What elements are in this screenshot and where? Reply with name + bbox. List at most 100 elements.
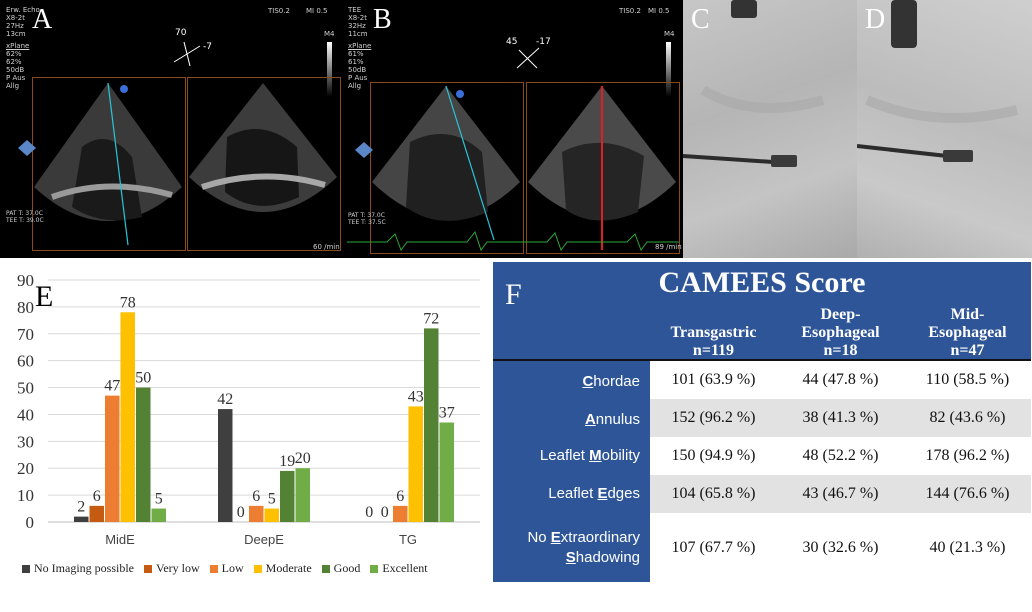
y-tick-label: 20 — [17, 459, 34, 478]
header-divider — [493, 359, 1031, 361]
legend-item: No Imaging possible — [22, 561, 134, 576]
panel-b-angle-secondary: -17 — [536, 37, 551, 47]
row-label-chordae: Chordae — [493, 372, 640, 392]
x-category-label: DeepE — [244, 532, 284, 547]
column-header-line: n=18 — [823, 342, 858, 359]
row-key-letter: S — [565, 549, 576, 566]
table-cell: 178 (96.2 %) — [925, 447, 1010, 464]
row-label-no-extraordinary-shadowing: No Extraordinary Shadowing — [493, 528, 640, 568]
legend-swatch — [321, 564, 330, 573]
column-header-line: Esophageal — [928, 324, 1007, 341]
panel-b-right-sector — [528, 86, 676, 250]
panel-b-plane-indicator-icon — [516, 47, 540, 69]
data-label: 78 — [120, 294, 136, 311]
legend-item: Good — [321, 561, 361, 576]
panel-b-left-frame — [370, 82, 524, 254]
data-label: 6 — [252, 488, 260, 505]
table-cell: 82 (43.6 %) — [929, 409, 1006, 426]
table-cell: 144 (76.6 %) — [925, 485, 1010, 502]
panel-d-fluoroscopy-image: D — [857, 0, 1032, 258]
bar — [295, 468, 310, 522]
row-label-text: hordae — [593, 373, 640, 390]
table-cell: 107 (67.7 %) — [671, 538, 756, 556]
panel-a-mi: MI 0.5 — [306, 7, 328, 15]
panel-b-letter: B — [373, 4, 392, 35]
table-cell: 30 (32.6 %) — [802, 538, 879, 556]
y-tick-label: 10 — [17, 486, 34, 505]
panel-c-device — [683, 0, 825, 167]
row-key-letter: M — [589, 447, 602, 464]
row-label-text: No — [527, 529, 551, 546]
row-label-text: obility — [601, 447, 640, 464]
legend-label: Good — [333, 561, 361, 575]
bar — [105, 395, 120, 522]
table-row: 152 (96.2 %) 38 (41.3 %) 82 (43.6 %) — [650, 399, 1031, 437]
table-cell: 101 (63.9 %) — [671, 371, 756, 388]
data-label: 0 — [365, 504, 373, 521]
table-cell: 40 (21.3 %) — [929, 538, 1006, 556]
panel-b-echo-image: B TEE X8-2t 32Hz 11cm xPlane 61% 61% 50d… — [343, 0, 683, 258]
bar — [408, 406, 423, 522]
legend-swatch — [144, 564, 152, 573]
row-label-leaflet-mobility: Leaflet Mobility — [493, 446, 640, 466]
data-label: 19 — [279, 453, 295, 470]
row-label-text: xtraordinary — [560, 529, 640, 546]
panel-b-heart-rate: 89 /min — [655, 243, 682, 251]
panel-b-settings: 61% 61% 50dB P Aus Allg — [348, 50, 368, 90]
panel-b-mi: MI 0.5 — [648, 7, 670, 15]
bar — [74, 516, 89, 522]
panel-b-m4: M4 — [664, 30, 675, 38]
bar — [424, 328, 439, 522]
table-row: 104 (65.8 %) 43 (46.7 %) 144 (76.6 %) — [650, 475, 1031, 513]
bar — [280, 470, 295, 522]
table-cell: 150 (94.9 %) — [671, 447, 756, 464]
bar — [249, 505, 264, 522]
data-label: 6 — [396, 488, 404, 505]
panel-a-letter: A — [32, 4, 53, 35]
x-category-label: TG — [399, 532, 417, 547]
panel-b-angle-primary: 45 — [506, 37, 518, 47]
row-label-text: hadowing — [575, 549, 640, 566]
data-label: 20 — [295, 450, 311, 467]
row-label-text: nnulus — [595, 411, 640, 428]
panel-a-m4: M4 — [324, 30, 335, 38]
data-label: 6 — [93, 488, 101, 505]
panel-a-right-sector — [189, 83, 337, 212]
column-header-line: n=47 — [950, 342, 985, 359]
bar — [264, 508, 279, 522]
panel-a-grayscale-bar — [327, 42, 332, 97]
panel-a-temperature: PAT T: 37.0C TEE T: 39.0C — [6, 210, 44, 224]
row-key-letter: A — [584, 411, 596, 428]
data-label: 5 — [268, 491, 276, 508]
panel-b-xplane: xPlane — [348, 42, 372, 50]
legend-label: Low — [221, 561, 244, 575]
legend-swatch — [370, 564, 379, 573]
legend-label: No Imaging possible — [34, 561, 134, 575]
bar — [120, 312, 135, 522]
row-label-annulus: Annulus — [493, 410, 640, 430]
column-header-line: Mid- — [950, 306, 985, 323]
row-label-text: Leaflet — [548, 485, 598, 502]
y-tick-label: 60 — [17, 352, 34, 371]
camees-score-table: CAMEES Score F Transgastric n=119 Deep- Es… — [493, 262, 1031, 582]
panel-a-echo-image: A Erw. Echo X8-2t 27Hz 13cm xPlane 62% 6… — [0, 0, 343, 258]
data-label: 37 — [439, 405, 455, 422]
data-label: 0 — [237, 504, 245, 521]
bar — [89, 505, 104, 522]
panel-b-orientation-icon — [355, 142, 373, 158]
row-label-text: dges — [607, 485, 640, 502]
panel-a-angle-primary: 70 — [175, 28, 187, 38]
legend-label: Very low — [156, 561, 200, 575]
data-label: 42 — [217, 391, 233, 408]
table-cell: 44 (47.8 %) — [802, 371, 879, 388]
table-row: 150 (94.9 %) 48 (52.2 %) 178 (96.2 %) — [650, 437, 1031, 475]
panel-a-left-frame — [32, 77, 186, 251]
row-label-text: Leaflet — [539, 447, 590, 464]
legend-label: Excellent — [382, 561, 428, 575]
panel-a-right-frame — [187, 77, 341, 251]
y-tick-label: 40 — [17, 405, 34, 424]
panel-b-tis: TIS0.2 — [619, 7, 641, 15]
bar — [151, 508, 166, 522]
row-key-letter: E — [597, 485, 608, 502]
bar — [439, 422, 454, 522]
